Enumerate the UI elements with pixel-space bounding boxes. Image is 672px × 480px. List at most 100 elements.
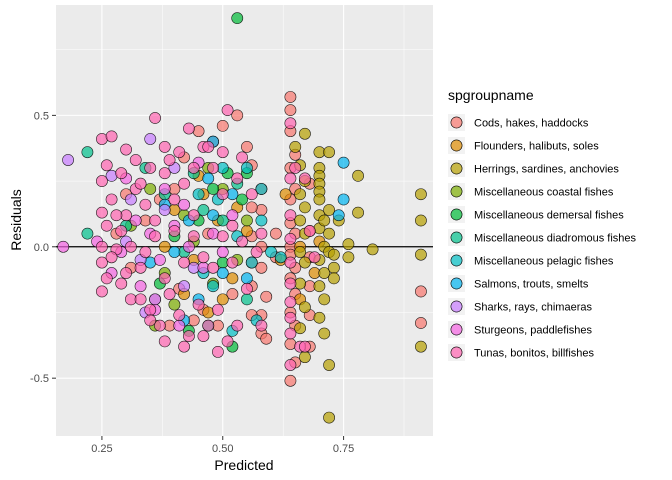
point-s2-4 <box>294 188 306 201</box>
point-s6-2 <box>245 256 258 269</box>
point-s10-53 <box>115 225 128 237</box>
point-s10-6 <box>129 154 142 166</box>
point-s2-36 <box>328 272 340 285</box>
point-s2-48 <box>415 340 427 353</box>
legend-label-1: Flounders, halibuts, soles <box>474 141 599 153</box>
point-s10-87 <box>284 296 297 308</box>
point-s2-0 <box>289 141 302 153</box>
point-s2-19 <box>313 193 326 206</box>
legend-key-0 <box>450 116 463 129</box>
point-s9-18 <box>216 246 229 258</box>
point-s7-1 <box>337 156 350 169</box>
point-s2-30 <box>323 411 335 424</box>
legend-label-9: Sturgeons, paddlefishes <box>474 325 593 337</box>
point-s6-5 <box>274 251 287 264</box>
point-s10-27 <box>154 319 166 332</box>
legend-items: Cods, hakes, haddocks Flounders, halibuts… <box>448 114 637 361</box>
legend: spgroupname Cods, hakes, haddocks Flounde… <box>448 87 637 361</box>
point-s10-85 <box>284 256 297 269</box>
point-s8-9 <box>125 193 137 206</box>
point-s2-42 <box>352 169 364 182</box>
point-s10-70 <box>144 314 157 327</box>
legend-label-6: Miscellaneous pelagic fishes <box>474 256 614 268</box>
point-s2-24 <box>318 267 331 279</box>
point-s0-18 <box>284 374 297 387</box>
point-s10-35 <box>192 298 205 311</box>
y-tick-label-0: -0.5 <box>30 373 49 385</box>
point-s10-84 <box>284 232 297 245</box>
point-s0-23 <box>260 290 273 303</box>
point-s7-11 <box>241 272 253 285</box>
point-s10-33 <box>183 330 195 343</box>
point-s10-32 <box>178 177 190 190</box>
point-s10-64 <box>226 256 239 269</box>
point-s2-1 <box>299 127 311 140</box>
point-s0-27 <box>270 227 282 240</box>
point-s10-0 <box>149 112 161 124</box>
point-s6-7 <box>207 280 219 293</box>
point-s2-41 <box>342 251 355 264</box>
point-s10-79 <box>250 246 263 258</box>
point-s2-46 <box>415 214 427 227</box>
grid-minor <box>56 5 433 436</box>
legend-label-0: Cods, hakes, haddocks <box>474 118 589 130</box>
point-s10-75 <box>231 172 244 185</box>
point-s0-30 <box>245 201 258 214</box>
point-s10-57 <box>158 272 171 285</box>
point-s10-34 <box>187 209 200 222</box>
x-tick-label-2: 0.75 <box>333 443 354 455</box>
point-s2-8 <box>294 246 306 258</box>
point-s10-7 <box>100 159 113 172</box>
point-s8-0 <box>62 154 74 166</box>
point-s9-7 <box>183 240 195 253</box>
point-s9-10 <box>134 280 147 293</box>
point-s10-50 <box>163 154 176 166</box>
point-s3-0 <box>144 183 157 195</box>
y-axis-ticks: -0.5 0.0 0.5 <box>30 110 56 385</box>
point-s10-28 <box>158 167 171 180</box>
point-s0-43 <box>241 141 253 153</box>
point-s10-1 <box>158 141 171 153</box>
point-s10-25 <box>144 303 157 316</box>
point-s10-37 <box>202 319 215 332</box>
legend-label-2: Herrings, sardines, anchovies <box>474 164 619 176</box>
point-s10-74 <box>216 188 229 201</box>
legend-label-7: Salmons, trouts, smelts <box>474 279 589 291</box>
legend-label-5: Miscellaneous diadromous fishes <box>474 233 637 245</box>
legend-key-1 <box>450 139 463 152</box>
legend-key-5 <box>450 231 463 244</box>
point-s10-23 <box>134 261 147 274</box>
point-s7-7 <box>216 267 229 279</box>
point-s0-26 <box>260 332 273 345</box>
point-s10-5 <box>105 130 118 143</box>
point-s10-54 <box>105 251 118 264</box>
point-s0-22 <box>255 261 268 274</box>
point-s10-73 <box>110 209 123 222</box>
point-s2-27 <box>313 311 326 324</box>
point-s10-13 <box>96 240 108 253</box>
point-s2-11 <box>299 301 311 314</box>
point-s7-13 <box>202 172 215 185</box>
point-s6-8 <box>192 188 205 201</box>
point-s9-11 <box>158 183 171 195</box>
point-s10-92 <box>299 172 311 185</box>
point-s10-30 <box>168 193 181 206</box>
point-s7-3 <box>332 209 345 222</box>
legend-label-3: Miscellaneous coastal fishes <box>474 187 614 199</box>
legend-label-4: Miscellaneous demersal fishes <box>474 210 624 222</box>
point-s1-9 <box>158 240 171 253</box>
y-axis-title: Residuals <box>8 189 24 250</box>
point-s4-2 <box>207 183 219 195</box>
point-s9-3 <box>129 214 142 227</box>
point-s10-95 <box>308 251 321 264</box>
point-s10-19 <box>115 277 128 290</box>
point-s10-9 <box>144 162 157 174</box>
point-s9-12 <box>178 198 190 211</box>
point-s10-38 <box>207 162 219 174</box>
point-s6-1 <box>255 183 268 195</box>
point-s10-66 <box>212 346 224 358</box>
point-s10-67 <box>197 330 210 343</box>
point-s2-12 <box>294 322 306 335</box>
point-s0-0 <box>284 91 297 103</box>
